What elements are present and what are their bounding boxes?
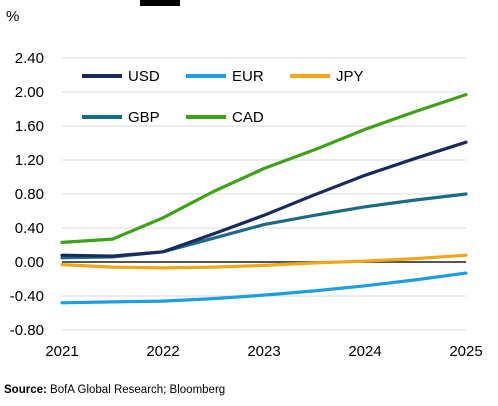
title-fragment [140,0,180,6]
source-note: Source: BofA Global Research; Bloomberg [4,384,225,396]
y-tick-label: 0.40 [15,220,44,237]
y-tick-label: 0.80 [15,186,44,203]
x-tick-label: 2021 [45,343,78,360]
legend-label-cad: CAD [232,109,264,126]
y-tick-label: -0.80 [10,322,44,339]
y-tick-label: 2.00 [15,84,44,101]
y-unit-label: % [6,8,20,25]
x-tick-label: 2023 [247,343,280,360]
legend-label-usd: USD [128,68,160,85]
series-line-cad [60,92,468,244]
source-text: BofA Global Research; Bloomberg [46,384,226,396]
y-tick-label: 1.20 [15,152,44,169]
legend-label-gbp: GBP [128,109,160,126]
source-label: Source: [4,384,47,396]
x-tick-label: 2022 [146,343,179,360]
x-tick-label: 2024 [348,343,381,360]
series-line-usd [60,140,468,258]
legend-label-eur: EUR [232,68,264,85]
y-tick-label: 2.40 [15,50,44,67]
y-tick-label: 1.60 [15,118,44,135]
series-line-jpy [60,253,468,270]
series-line-gbp [60,192,468,260]
legend-label-jpy: JPY [336,68,364,85]
line-chart: 2.402.001.601.200.800.400.00-0.40-0.8020… [10,50,483,360]
x-tick-label: 2025 [449,343,482,360]
series-line-eur [60,271,468,305]
y-tick-label: 0.00 [15,254,44,271]
y-tick-label: -0.40 [10,288,44,305]
